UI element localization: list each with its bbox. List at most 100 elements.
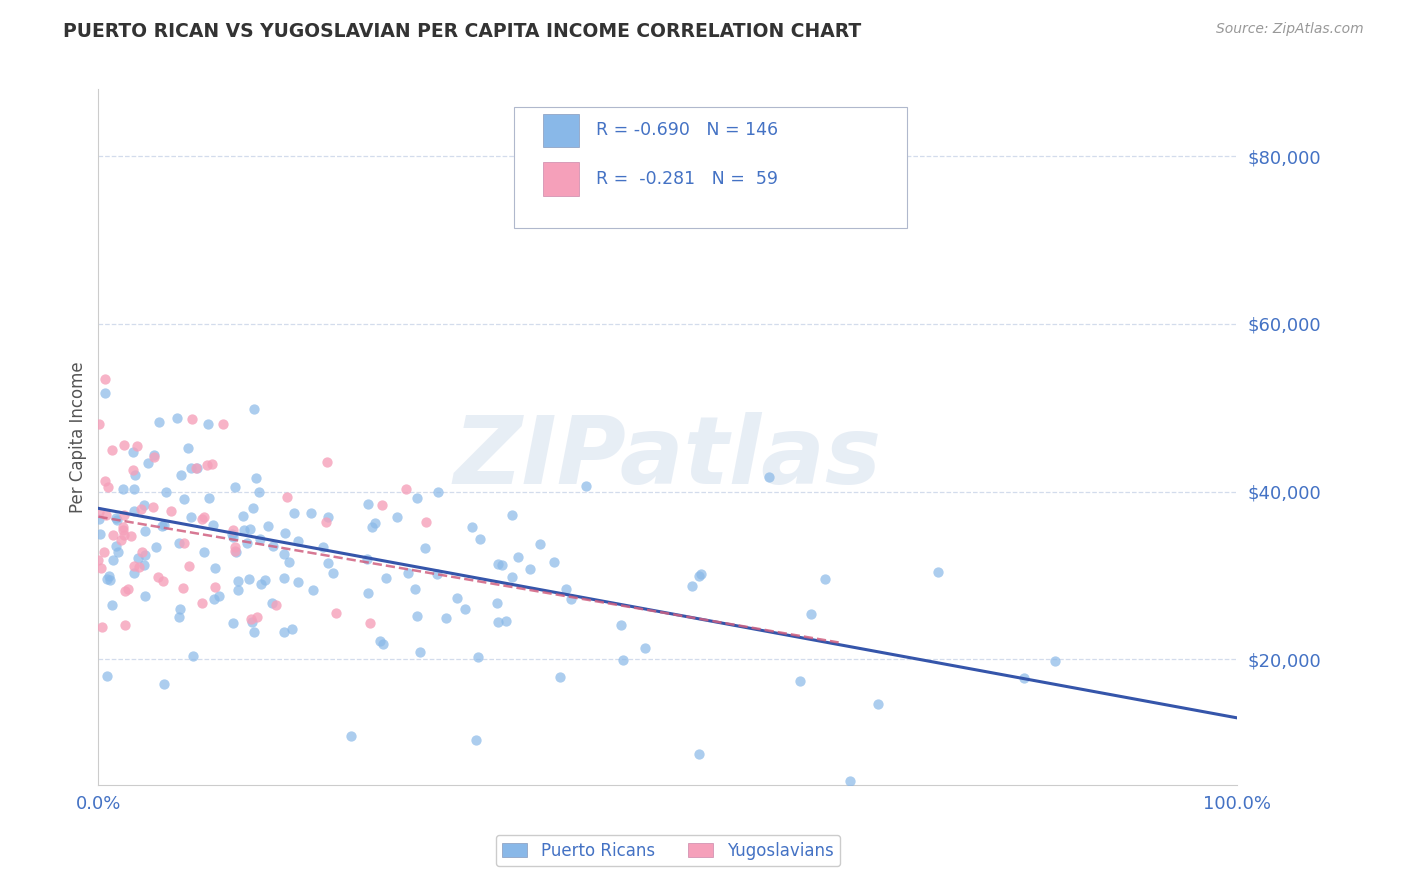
Point xyxy=(927,566,949,580)
Point xyxy=(198,491,221,505)
Point xyxy=(318,556,340,570)
Point xyxy=(508,550,530,565)
Point xyxy=(87,553,110,567)
Point xyxy=(186,461,208,475)
Point xyxy=(519,562,541,576)
Point xyxy=(245,471,267,485)
Point xyxy=(143,450,166,464)
Text: Source: ZipAtlas.com: Source: ZipAtlas.com xyxy=(1216,22,1364,37)
Point xyxy=(866,697,889,711)
Point xyxy=(98,573,121,587)
Point xyxy=(191,596,214,610)
Point xyxy=(247,484,270,499)
Point xyxy=(103,528,125,542)
Point xyxy=(117,582,139,596)
Bar xyxy=(543,162,579,195)
Point xyxy=(132,499,155,513)
Point xyxy=(375,571,398,585)
Point xyxy=(127,439,149,453)
Point xyxy=(142,500,165,514)
Point xyxy=(224,480,246,494)
Point xyxy=(789,673,811,688)
Point xyxy=(373,637,395,651)
Text: ZIPatlas: ZIPatlas xyxy=(454,412,882,504)
Point xyxy=(111,482,134,496)
Point xyxy=(97,568,120,582)
Point xyxy=(364,516,387,530)
Point xyxy=(145,541,167,555)
Point xyxy=(283,506,305,520)
Point xyxy=(446,591,468,605)
Point xyxy=(222,615,245,630)
FancyBboxPatch shape xyxy=(515,107,907,228)
Point xyxy=(689,566,711,581)
Point xyxy=(243,401,266,416)
Point xyxy=(461,520,484,534)
Point xyxy=(555,582,578,596)
Point xyxy=(167,536,190,550)
Point xyxy=(357,586,380,600)
Point xyxy=(122,503,145,517)
Point xyxy=(222,523,245,537)
Point xyxy=(201,458,224,472)
Point xyxy=(276,490,298,504)
Point xyxy=(122,559,145,574)
Point xyxy=(454,602,477,616)
Point xyxy=(491,558,513,573)
Point xyxy=(361,520,384,534)
Point xyxy=(758,470,780,484)
Point xyxy=(575,479,598,493)
Point xyxy=(221,527,243,541)
Point xyxy=(688,569,710,583)
Point xyxy=(169,602,191,616)
Point xyxy=(159,503,181,517)
Point xyxy=(177,441,200,455)
Point xyxy=(124,468,146,483)
Point xyxy=(90,561,112,575)
Point xyxy=(120,529,142,543)
Point xyxy=(97,479,120,493)
Point xyxy=(560,591,582,606)
Point xyxy=(181,648,204,663)
Point xyxy=(225,545,247,559)
Point xyxy=(96,668,118,682)
Point xyxy=(681,579,703,593)
Point xyxy=(299,506,322,520)
Point xyxy=(287,533,309,548)
Point xyxy=(134,589,156,603)
Point xyxy=(233,523,256,537)
Point xyxy=(112,527,135,541)
Text: R = -0.690   N = 146: R = -0.690 N = 146 xyxy=(596,121,779,139)
Point xyxy=(501,508,523,522)
Point xyxy=(105,511,128,525)
Point xyxy=(197,417,219,431)
Point xyxy=(89,526,111,541)
Point xyxy=(101,552,124,566)
Point xyxy=(222,530,245,544)
Point xyxy=(224,544,246,558)
Point xyxy=(172,582,194,596)
Point xyxy=(486,597,509,611)
Point xyxy=(470,532,492,546)
Text: PUERTO RICAN VS YUGOSLAVIAN PER CAPITA INCOME CORRELATION CHART: PUERTO RICAN VS YUGOSLAVIAN PER CAPITA I… xyxy=(63,22,862,41)
Point xyxy=(529,536,551,550)
Point xyxy=(404,582,426,596)
Point xyxy=(128,560,150,574)
Point xyxy=(204,580,226,594)
Point xyxy=(254,574,277,588)
Point xyxy=(242,501,264,516)
Point xyxy=(112,438,135,452)
Point xyxy=(325,606,347,620)
Point xyxy=(273,624,295,639)
Point xyxy=(287,574,309,589)
Point xyxy=(112,520,135,534)
Point xyxy=(240,612,263,626)
Point xyxy=(226,574,249,589)
Point xyxy=(688,747,710,761)
Point xyxy=(104,539,127,553)
Point xyxy=(107,545,129,559)
Point xyxy=(114,618,136,632)
Point xyxy=(415,515,437,529)
Point xyxy=(184,460,207,475)
Point xyxy=(87,511,110,525)
